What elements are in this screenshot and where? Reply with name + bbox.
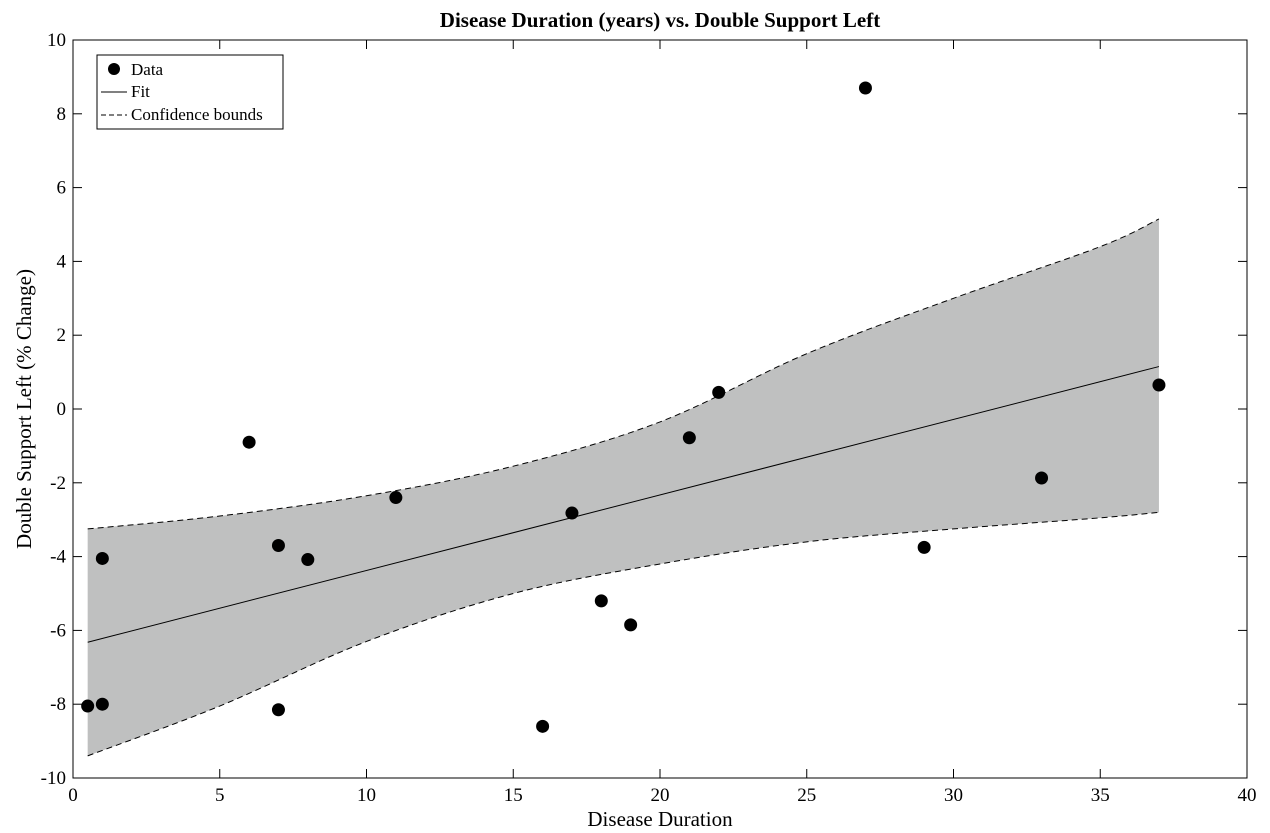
confidence-lower-line — [87, 511, 1159, 757]
x-tick-label: 30 — [944, 785, 963, 806]
y-tick-label: -4 — [50, 547, 66, 568]
y-tick-label: -8 — [50, 694, 66, 715]
y-axis-label: Double Support Left (% Change) — [12, 269, 36, 549]
y-tick-label: 10 — [47, 30, 66, 51]
data-point — [81, 699, 95, 713]
data-point — [1152, 378, 1166, 392]
x-tick-label: 40 — [1238, 785, 1257, 806]
data-point — [242, 435, 256, 449]
data-point — [301, 553, 315, 567]
y-tick-label: 4 — [57, 251, 67, 272]
data-point — [594, 594, 608, 608]
confidence-band — [87, 218, 1159, 756]
x-tick-label: 25 — [797, 785, 816, 806]
x-tick-label: 20 — [651, 785, 670, 806]
y-tick-label: -6 — [50, 620, 66, 641]
confidence-upper-line — [87, 218, 1160, 530]
data-point — [682, 431, 696, 445]
x-tick-label: 15 — [504, 785, 523, 806]
data-point — [565, 506, 579, 520]
data-point — [536, 719, 550, 733]
chart-title: Disease Duration (years) vs. Double Supp… — [440, 8, 880, 32]
confidence-band-layer — [87, 218, 1159, 756]
line-layer — [87, 218, 1160, 757]
legend-data-marker — [108, 63, 120, 75]
x-tick-label: 10 — [357, 785, 376, 806]
data-point — [712, 385, 726, 399]
x-axis-label: Disease Duration — [587, 807, 733, 831]
x-tick-label: 35 — [1091, 785, 1110, 806]
data-point — [389, 491, 403, 505]
data-point — [917, 540, 931, 554]
legend-entry-data: Data — [131, 60, 164, 79]
y-tick-label: -2 — [50, 473, 66, 494]
legend: Data Fit Confidence bounds — [96, 54, 284, 130]
y-tick-label: 2 — [57, 325, 67, 346]
data-point — [1035, 471, 1049, 485]
x-tick-label: 5 — [215, 785, 225, 806]
legend-box — [96, 54, 284, 130]
data-point — [271, 539, 285, 553]
data-point — [271, 703, 285, 717]
y-tick-label: 8 — [57, 104, 67, 125]
data-point — [95, 551, 109, 565]
data-points-layer — [81, 81, 1166, 733]
data-point — [95, 697, 109, 711]
y-tick-label: 6 — [57, 178, 67, 199]
legend-entry-confidence: Confidence bounds — [131, 105, 263, 124]
legend-entry-fit: Fit — [131, 82, 150, 101]
data-point — [858, 81, 872, 95]
x-tick-label: 0 — [68, 785, 78, 806]
axis-ticks-layer: 0 5 10 15 20 25 30 35 40 -10 -8 -6 -4 -2 0 2 4 6 8 10 — [41, 30, 1257, 806]
fit-line — [87, 366, 1160, 643]
y-tick-label: -10 — [41, 768, 66, 789]
y-tick-label: 0 — [57, 399, 67, 420]
data-point — [624, 618, 638, 632]
